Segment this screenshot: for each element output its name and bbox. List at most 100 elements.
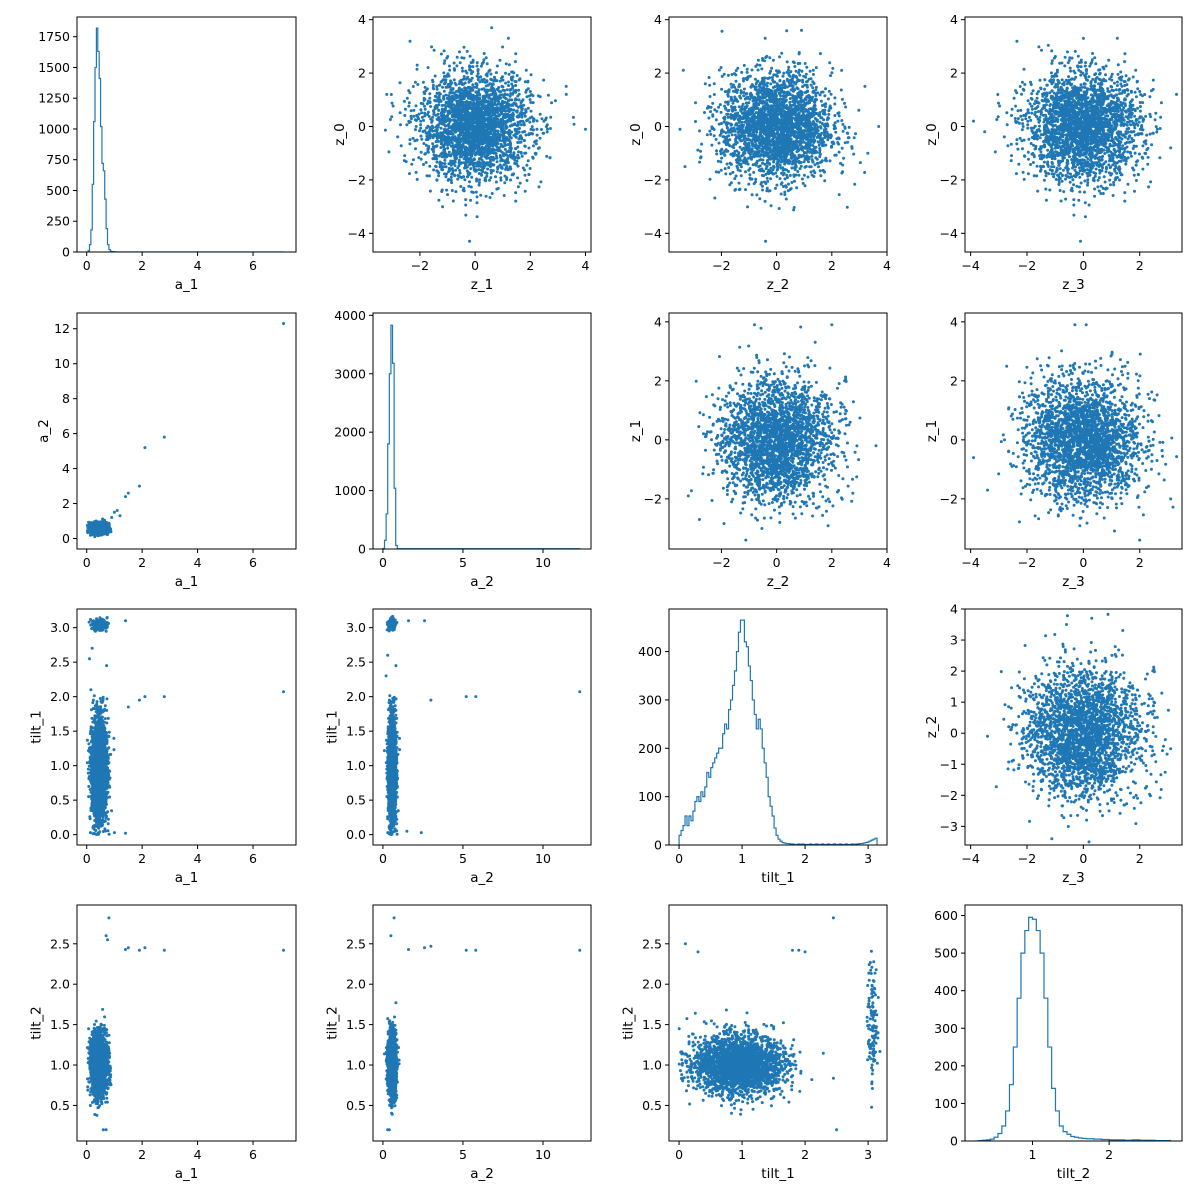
scatter-point [791, 152, 795, 156]
scatter-point [494, 180, 498, 184]
scatter-point [458, 169, 462, 172]
scatter-point [460, 88, 464, 92]
scatter-point [729, 122, 733, 126]
scatter-point [487, 108, 491, 112]
scatter-point [787, 159, 791, 163]
scatter-point [450, 181, 454, 185]
scatter-point [841, 129, 845, 133]
scatter-point [425, 174, 429, 178]
scatter-point [464, 161, 468, 165]
scatter-point [758, 112, 762, 116]
scatter-point [728, 172, 732, 176]
scatter-point [412, 114, 416, 118]
scatter-point [713, 108, 717, 112]
y-tick-label: 1000 [38, 121, 70, 136]
scatter-point [747, 125, 750, 129]
scatter-point [742, 161, 746, 164]
scatter-point [844, 105, 848, 109]
scatter-point [821, 112, 825, 116]
scatter-point [446, 118, 450, 122]
scatter-point [768, 162, 772, 166]
scatter-point [493, 110, 497, 114]
scatter-point [814, 88, 818, 92]
scatter-point [486, 139, 490, 143]
scatter-point [798, 136, 801, 140]
scatter-point [740, 120, 744, 124]
histogram-step [86, 27, 284, 252]
scatter-point [499, 118, 503, 122]
scatter-point [447, 141, 451, 145]
scatter-point [823, 132, 827, 136]
scatter-point [504, 62, 508, 66]
scatter-point [468, 105, 472, 109]
scatter-point [770, 76, 774, 79]
scatter-point [453, 135, 457, 139]
scatter-point [413, 118, 417, 122]
scatter-point [748, 176, 752, 180]
scatter-point [683, 165, 687, 169]
scatter-point [420, 137, 424, 141]
scatter-point [437, 103, 441, 107]
scatter-point [467, 173, 471, 177]
scatter-point [811, 86, 815, 90]
scatter-point [460, 66, 464, 70]
scatter-point [520, 154, 524, 158]
x-tick-label: 4 [582, 258, 590, 273]
scatter-point [408, 142, 412, 146]
scatter-point [468, 180, 471, 184]
scatter-point [842, 156, 846, 160]
scatter-point [456, 128, 460, 132]
scatter-point [442, 89, 446, 93]
scatter-point [444, 78, 448, 82]
scatter-point [486, 118, 490, 122]
scatter-point [729, 181, 733, 185]
scatter-point [543, 118, 547, 122]
scatter-point [743, 116, 747, 120]
scatter-point [499, 178, 503, 182]
scatter-point [431, 86, 435, 90]
scatter-point [509, 150, 512, 154]
scatter-point [448, 83, 452, 87]
scatter-point [470, 175, 474, 179]
scatter-point [761, 93, 764, 96]
scatter-point [440, 155, 444, 159]
scatter-point [821, 140, 825, 144]
scatter-point [761, 158, 765, 162]
scatter-point [462, 186, 466, 190]
scatter-point [815, 98, 818, 102]
scatter-point [409, 114, 413, 118]
scatter-point [737, 188, 741, 192]
scatter-point [479, 142, 483, 146]
scatter-point [747, 101, 751, 105]
scatter-point [452, 126, 456, 130]
scatter-point [509, 147, 513, 151]
scatter-point [799, 164, 803, 168]
scatter-point [747, 75, 750, 79]
scatter-point [494, 125, 498, 129]
scatter-point [517, 156, 521, 160]
scatter-point [459, 185, 463, 188]
scatter-point [488, 151, 492, 155]
scatter-point [507, 80, 510, 84]
scatter-point [511, 118, 515, 122]
scatter-point [805, 85, 809, 89]
scatter-point [462, 107, 466, 111]
scatter-point [485, 123, 489, 126]
scatter-point [720, 74, 724, 78]
scatter-point [751, 99, 755, 103]
scatter-point [492, 127, 496, 131]
scatter-point [440, 104, 444, 107]
scatter-point [826, 134, 830, 138]
scatter-point [733, 96, 737, 100]
scatter-point [523, 114, 527, 118]
scatter-point [828, 61, 832, 65]
scatter-point [514, 135, 518, 139]
scatter-point [495, 114, 499, 118]
scatter-point [785, 131, 789, 135]
scatter-point [806, 156, 810, 159]
scatter-point [453, 164, 457, 168]
scatter-point [445, 74, 449, 78]
scatter-point [476, 68, 480, 72]
scatter-point [519, 101, 523, 105]
